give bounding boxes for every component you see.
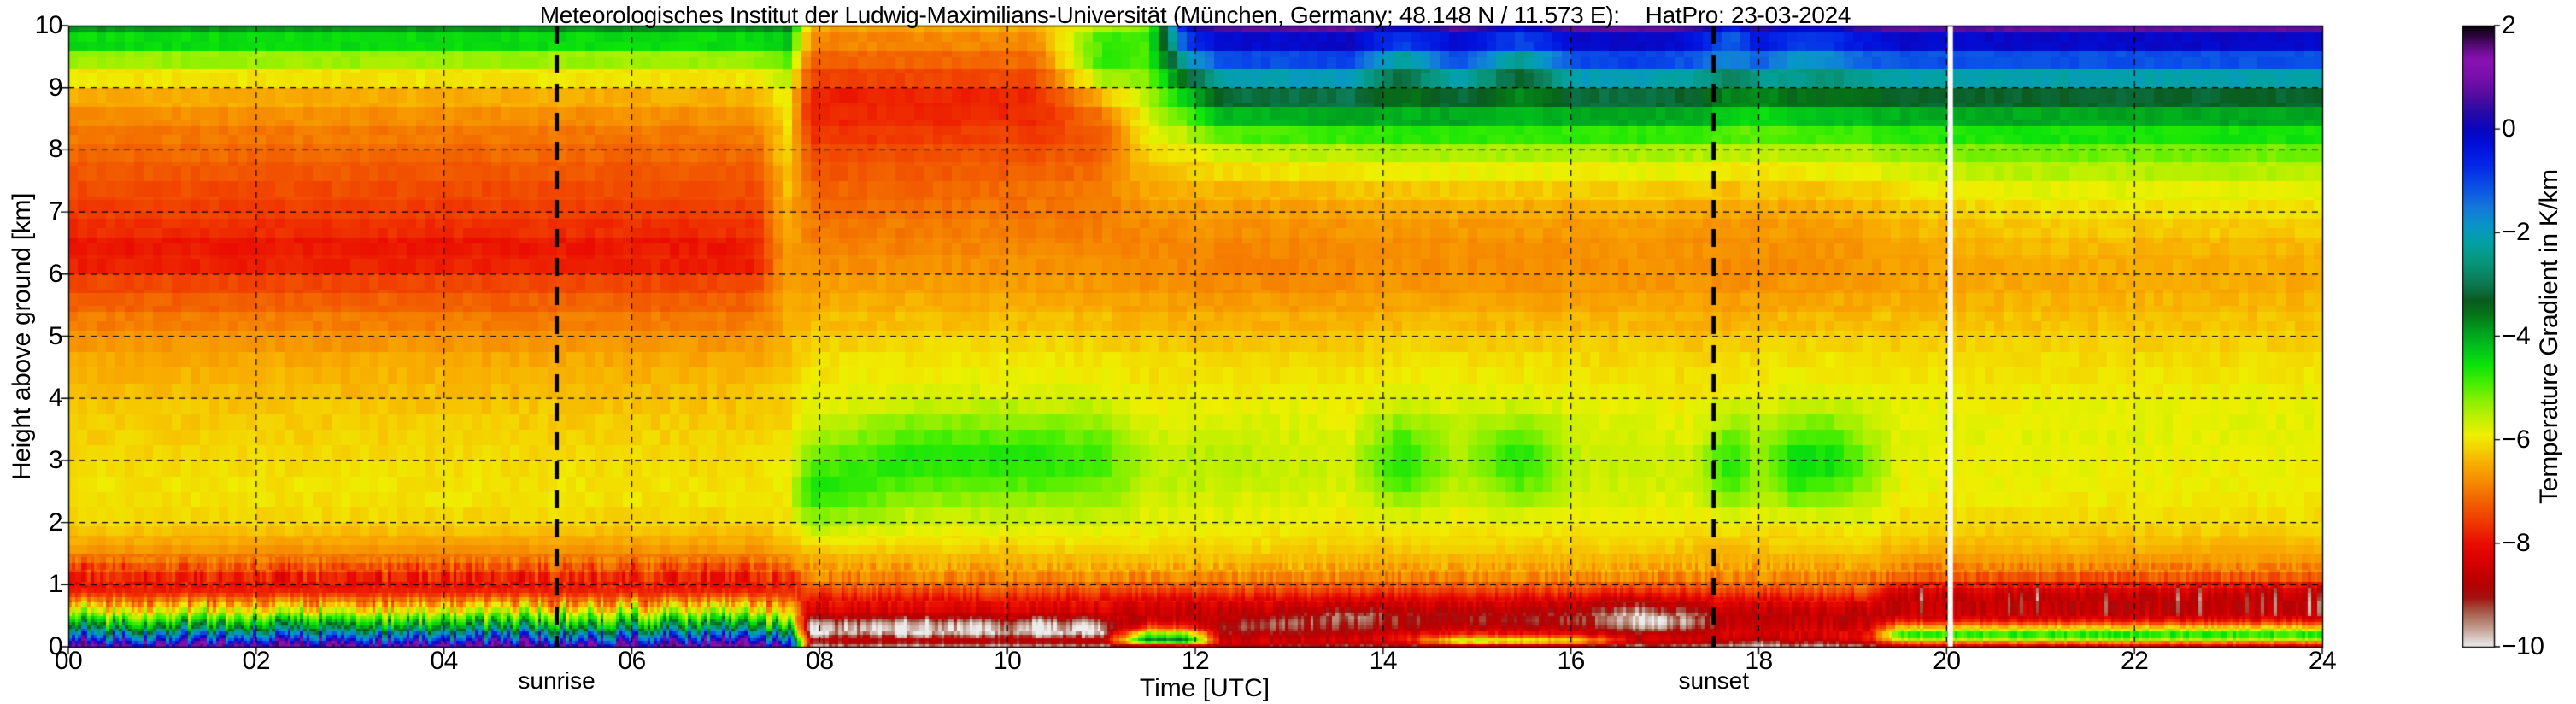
x-tick-label: 20 [1933, 647, 1961, 675]
colorbar-tick-label: −8 [2502, 528, 2531, 557]
colorbar-tick-label: −10 [2502, 632, 2544, 660]
x-tick-label: 12 [1181, 647, 1210, 675]
x-tick-label: 22 [2120, 647, 2149, 675]
y-tick-label: 3 [48, 445, 63, 474]
y-tick-label: 7 [48, 197, 63, 226]
colorbar-tick-label: 2 [2502, 11, 2516, 39]
colorbar-tick-label: −6 [2502, 425, 2531, 454]
x-tick-label: 08 [806, 647, 834, 675]
x-tick-label: 00 [54, 647, 83, 675]
x-tick-label: 04 [430, 647, 458, 675]
sunset-label: sunset [1678, 667, 1749, 694]
x-tick-label: 10 [993, 647, 1022, 675]
y-axis-label: Height above ground [km] [8, 192, 36, 481]
x-tick-label: 06 [618, 647, 646, 675]
x-tick-label: 18 [1745, 647, 1773, 675]
y-tick-label: 2 [48, 507, 63, 537]
x-tick-label: 14 [1369, 647, 1398, 675]
chart-title: Meteorologisches Institut der Ludwig-Max… [539, 2, 1851, 28]
y-tick-label: 5 [48, 321, 63, 350]
colorbar-tick-label: −2 [2502, 218, 2531, 247]
colorbar-tick-label: 0 [2502, 114, 2516, 144]
y-tick-label: 10 [34, 11, 63, 39]
x-axis-label: Time [UTC] [1139, 674, 1270, 702]
colorbar-label: Temperature Gradient in K/km [2535, 169, 2563, 504]
colorbar-tick-label: −4 [2502, 321, 2531, 350]
y-tick-label: 4 [48, 384, 63, 413]
y-tick-label: 1 [48, 570, 63, 599]
x-tick-label: 16 [1557, 647, 1585, 675]
y-tick-label: 6 [48, 259, 63, 288]
y-tick-label: 8 [48, 135, 63, 164]
sunrise-label: sunrise [518, 667, 596, 694]
x-tick-label: 24 [2308, 647, 2337, 675]
y-tick-label: 9 [48, 73, 63, 102]
x-tick-label: 02 [242, 647, 271, 675]
y-tick-label: 0 [48, 632, 63, 660]
